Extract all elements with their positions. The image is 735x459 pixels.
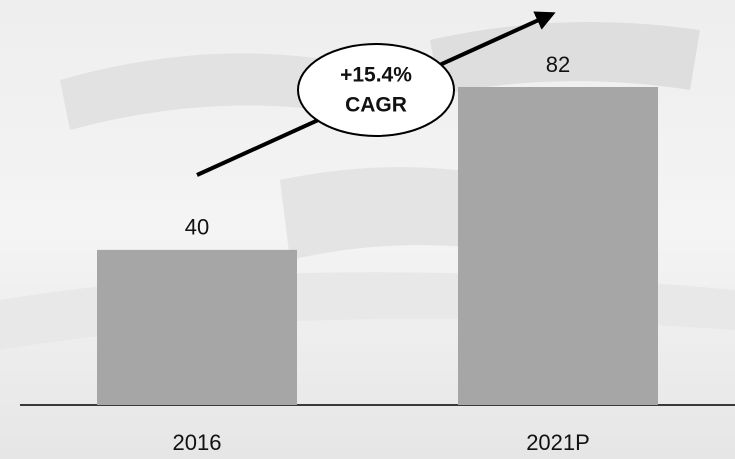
annotation-line: +15.4% xyxy=(340,64,412,87)
page: {"chart_data": {"type": "bar", "categori… xyxy=(0,0,735,459)
value-label: 40 xyxy=(185,215,209,240)
x-tick-label: 2021P xyxy=(526,430,590,455)
annotation-bubble xyxy=(298,44,454,136)
chart: +15.4% CAGR 40 2016 82 2021P xyxy=(0,0,735,459)
annotation-line: CAGR xyxy=(345,94,407,117)
bar xyxy=(97,250,297,405)
value-label: 82 xyxy=(546,52,570,77)
x-tick-label: 2016 xyxy=(173,430,222,455)
bar xyxy=(458,87,658,405)
